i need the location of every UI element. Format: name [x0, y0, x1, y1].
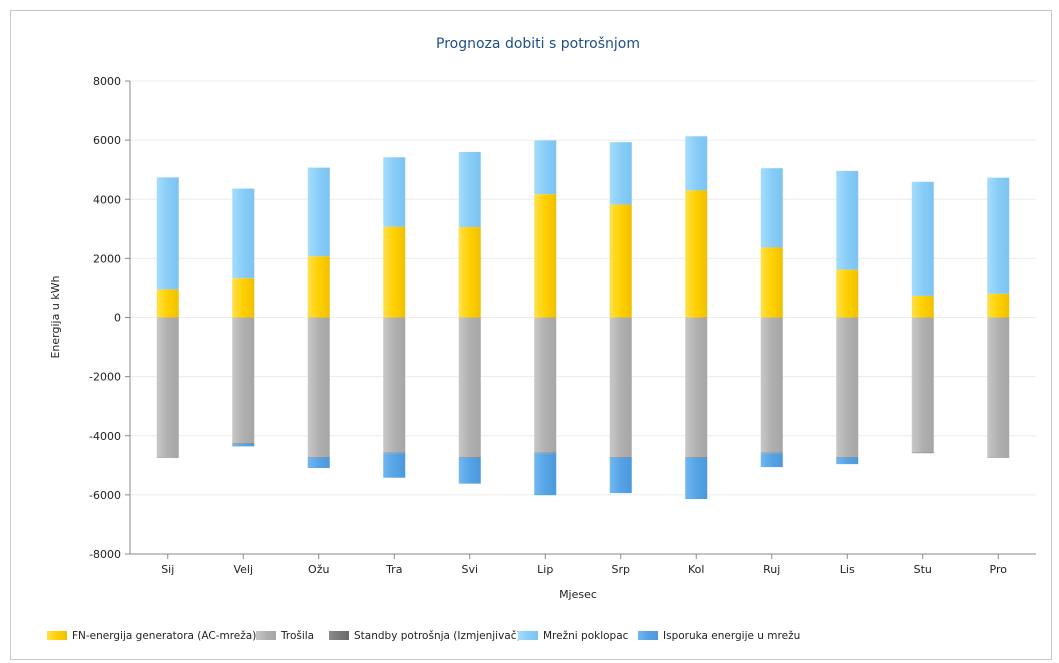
legend-label: Standby potrošnja (Izmjenjivač) — [354, 630, 521, 642]
legend-swatch — [329, 631, 349, 640]
bar-segment — [911, 295, 934, 318]
legend-label: Trošila — [280, 630, 314, 642]
bar-segment — [911, 317, 934, 453]
x-tick-label: Srp — [612, 563, 631, 576]
y-tick-label: 8000 — [93, 75, 121, 88]
x-tick-label: Svi — [461, 563, 478, 576]
y-tick-label: -2000 — [89, 371, 121, 384]
bar-segment — [760, 453, 783, 468]
legend-label: Isporuka energije u mrežu — [663, 630, 800, 642]
bar-segment — [685, 136, 708, 191]
y-axis-label: Energija u kWh — [49, 275, 62, 358]
x-tick-label: Pro — [990, 563, 1008, 576]
legend-swatch — [256, 631, 276, 640]
chart-title: Prognoza dobiti s potrošnjom — [436, 36, 640, 52]
bar-segment — [307, 167, 330, 257]
x-tick-label: Ožu — [308, 563, 329, 576]
bar-segment — [232, 444, 255, 447]
bar-segment — [760, 168, 783, 248]
bar-segment — [987, 293, 1010, 318]
bar-segment — [760, 247, 783, 318]
bar-segment — [836, 457, 859, 458]
bar-segment — [156, 317, 179, 458]
bar-segment — [836, 457, 859, 465]
bar-segment — [609, 317, 632, 458]
bar-segment — [458, 227, 481, 318]
legend: FN-energija generatora (AC-mreža) Trošila… — [47, 630, 800, 642]
grid-lines — [130, 80, 1036, 555]
bar-segment — [685, 190, 708, 318]
bar-segment — [987, 317, 1010, 458]
bar-segment — [534, 194, 557, 318]
bar-segment — [458, 457, 481, 484]
bar-segment — [458, 457, 481, 458]
bar-segment — [534, 453, 557, 496]
bar-segment — [685, 457, 708, 500]
bar-segment — [383, 452, 406, 454]
bar-segment — [232, 443, 255, 445]
bar-segment — [458, 317, 481, 458]
chart-frame: Prognoza dobiti s potrošnjom 8000 6000 400… — [10, 10, 1052, 660]
bar-segment — [383, 157, 406, 227]
bar-segment — [609, 457, 632, 494]
bar-segment — [232, 278, 255, 318]
bar-segment — [836, 317, 859, 458]
bars — [156, 136, 1010, 500]
axes: 8000 6000 4000 2000 0 -2000 -4000 -6000 -8000 Sij… — [89, 75, 1036, 576]
bar-segment — [534, 140, 557, 195]
bar-segment — [534, 317, 557, 453]
y-tick-label: 4000 — [93, 193, 121, 206]
x-tick-label: Lip — [537, 563, 553, 576]
x-tick-label: Kol — [688, 563, 704, 576]
x-tick-label: Velj — [233, 563, 253, 576]
x-tick-label: Sij — [161, 563, 174, 576]
forecast-chart: Prognoza dobiti s potrošnjom 8000 6000 400… — [47, 36, 1036, 642]
y-tick-label: -8000 — [89, 548, 121, 561]
bar-segment — [911, 452, 934, 454]
bar-segment — [609, 204, 632, 318]
bar-segment — [987, 457, 1010, 458]
x-tick-label: Tra — [385, 563, 402, 576]
legend-label: Mrežni poklopac — [543, 630, 629, 642]
y-tick-label: -6000 — [89, 489, 121, 502]
x-axis-label: Mjesec — [559, 588, 597, 601]
bar-segment — [836, 269, 859, 318]
bar-segment — [307, 457, 330, 458]
bar-segment — [307, 457, 330, 468]
x-tick-label: Lis — [840, 563, 855, 576]
bar-segment — [534, 452, 557, 454]
bar-segment — [156, 457, 179, 458]
y-tick-label: 2000 — [93, 252, 121, 265]
bar-segment — [383, 453, 406, 478]
bar-segment — [760, 452, 783, 454]
bar-segment — [383, 226, 406, 318]
bar-segment — [987, 177, 1010, 294]
bar-segment — [609, 142, 632, 205]
legend-label: FN-energija generatora (AC-mreža) — [72, 630, 256, 642]
y-tick-label: 6000 — [93, 134, 121, 147]
bar-segment — [685, 457, 708, 458]
x-tick-label: Ruj — [763, 563, 780, 576]
bar-segment — [760, 317, 783, 453]
y-tick-label: 0 — [114, 312, 121, 325]
bar-segment — [458, 151, 481, 228]
x-tick-label: Stu — [914, 563, 932, 576]
bar-segment — [685, 317, 708, 458]
bar-segment — [383, 317, 406, 453]
bar-segment — [307, 317, 330, 458]
legend-swatch — [638, 631, 658, 640]
bar-segment — [232, 317, 255, 444]
bar-segment — [307, 256, 330, 318]
bar-segment — [156, 177, 179, 290]
bar-segment — [911, 181, 934, 296]
bar-segment — [836, 170, 859, 270]
y-tick-label: -4000 — [89, 430, 121, 443]
bar-segment — [156, 289, 179, 318]
legend-swatch — [47, 631, 67, 640]
bar-segment — [232, 188, 255, 279]
legend-swatch — [518, 631, 538, 640]
bar-segment — [609, 457, 632, 458]
